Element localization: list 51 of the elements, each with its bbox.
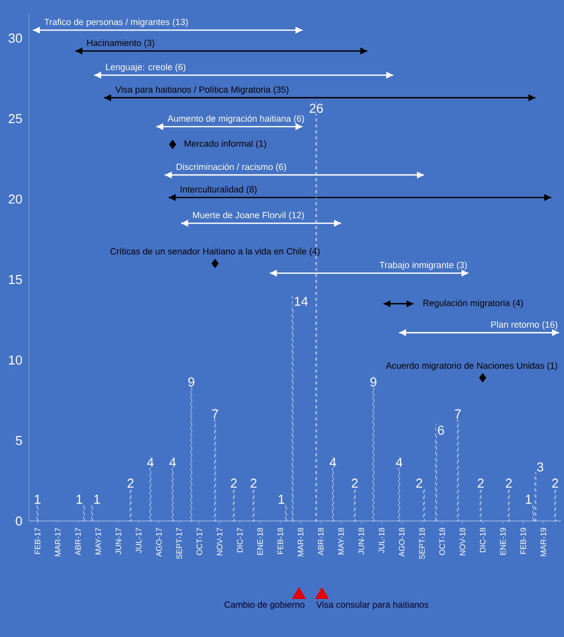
- y-tick-label: 20: [8, 194, 22, 204]
- text: Cambio de gobierno: [224, 601, 304, 610]
- data-label: 2: [506, 478, 512, 488]
- data-label: 14: [294, 296, 308, 306]
- data-label: 2: [552, 478, 558, 488]
- data-label: 9: [370, 377, 376, 387]
- series-label: Interculturalidad (8): [180, 186, 257, 194]
- series-label: Plan retorno (16): [491, 321, 558, 330]
- data-label: 2: [416, 478, 422, 488]
- data-label: 4: [330, 458, 336, 467]
- series-label: Mercado informal (1): [184, 140, 266, 149]
- data-label: 2: [352, 478, 358, 488]
- series-label: Críticas de un senador Haitiano a la vida en Chile (4): [110, 248, 320, 256]
- point: [211, 258, 219, 268]
- y-tick-label: 30: [8, 34, 22, 43]
- point: [479, 373, 486, 382]
- y-tick-label: 25: [8, 114, 22, 124]
- legend-label: Regulación migratoria (4): [424, 299, 523, 308]
- point: [169, 140, 176, 150]
- text: Visa consular para haitianos: [316, 601, 428, 610]
- y-tick-label: 15: [9, 275, 22, 284]
- data-label: 1: [34, 494, 40, 504]
- data-label: 7: [212, 410, 218, 418]
- series-label: Lenguaje: creole (6): [106, 64, 186, 72]
- data-label: 2: [230, 478, 237, 488]
- series-label: Visa para haitianos / Política Migratoria (35): [115, 86, 288, 94]
- data-label: 1: [94, 494, 100, 504]
- data-label: 1: [526, 494, 532, 504]
- data-label: 4: [396, 458, 402, 467]
- series-label: Discriminación / racismo (6): [176, 163, 286, 172]
- series-label: Acuerdo migratorio de Naciones Unidas (1): [386, 362, 558, 371]
- data-label: 9: [188, 377, 194, 387]
- data-label: 4: [169, 458, 176, 467]
- data-label: 1: [278, 494, 284, 504]
- series-label: Trabajo inmigrante (3): [380, 262, 467, 270]
- data-label: 4: [147, 458, 154, 467]
- series-label: Aumento de migración haitiana (6): [168, 114, 304, 124]
- data-label: 2: [128, 478, 134, 488]
- data-label: 6: [438, 426, 444, 435]
- data-label: 2: [250, 478, 256, 488]
- series-label: Hacinamiento (3): [87, 39, 154, 48]
- data-label: 3: [537, 462, 544, 472]
- y-tick-label: 5: [16, 436, 22, 446]
- y-tick-label: 10: [9, 355, 22, 365]
- data-label: 7: [454, 410, 461, 418]
- y-tick-label: 0: [16, 516, 22, 526]
- data-label: 1: [76, 494, 82, 504]
- data-label: 26: [310, 104, 323, 113]
- series-label: Muerte de Joane Florvil (12): [193, 212, 304, 220]
- series-label: Trafico de personas / migrantes (13): [44, 18, 188, 27]
- data-label: 2: [478, 478, 484, 488]
